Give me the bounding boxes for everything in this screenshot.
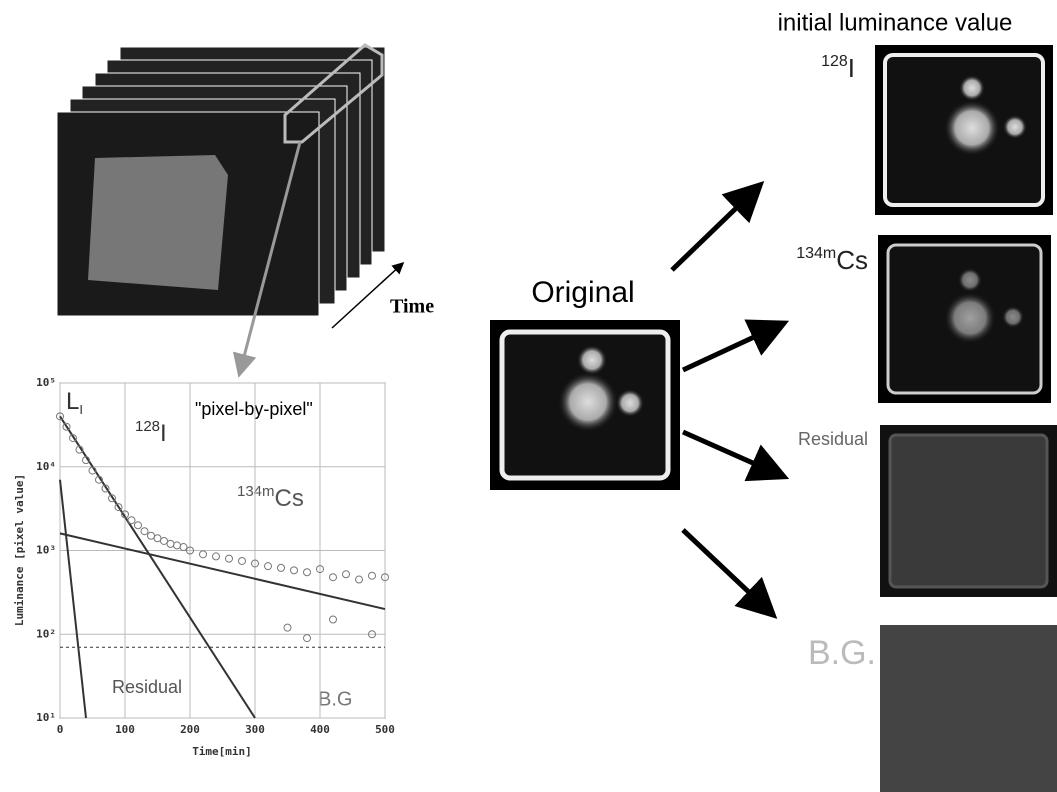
- time-label: Time: [390, 296, 434, 318]
- data-point: [174, 542, 181, 549]
- y-tick-label: 10²: [36, 627, 56, 640]
- data-point: [226, 555, 233, 562]
- data-point: [278, 564, 285, 571]
- page: {"chart_data": {"type": "scatter", "xlab…: [0, 0, 1057, 792]
- method-label: "pixel-by-pixel": [195, 399, 313, 419]
- output-label: B.G.: [808, 634, 876, 672]
- data-point: [161, 537, 168, 544]
- data-point: [128, 517, 135, 524]
- figure: Time Original initial luminance value 12…: [0, 0, 1057, 792]
- sup: 128: [135, 418, 160, 435]
- x-axis-label: Time[min]: [192, 745, 252, 758]
- data-point: [141, 528, 148, 535]
- data-point: [356, 576, 363, 583]
- y-axis-label: Luminance [pixel value]: [13, 474, 26, 626]
- data-point: [291, 567, 298, 574]
- data-point: [284, 624, 291, 631]
- data-point: [239, 557, 246, 564]
- x-tick-label: 0: [57, 723, 64, 736]
- data-point: [200, 551, 207, 558]
- sup: 134m: [796, 245, 836, 262]
- sup: 128: [821, 53, 848, 70]
- data-point: [154, 535, 161, 542]
- main: Cs: [275, 485, 304, 512]
- data-point: [369, 572, 376, 579]
- data-point: [265, 563, 272, 570]
- output-images: [875, 45, 1057, 792]
- output-label: 128I: [821, 53, 855, 83]
- data-point: [167, 540, 174, 547]
- cs-label: 134mCs: [237, 483, 304, 512]
- frame-stack: [57, 45, 402, 372]
- original-label: Original: [531, 276, 634, 309]
- y-tick-label: 10³: [36, 544, 56, 557]
- x-tick-label: 200: [180, 723, 200, 736]
- output-label: Residual: [798, 429, 868, 449]
- main: Cs: [836, 245, 868, 275]
- residual-label: Residual: [112, 677, 182, 697]
- y-tick-label: 10⁵: [36, 376, 56, 389]
- fit-line: [60, 480, 86, 718]
- y-tick-label: 10⁴: [36, 460, 56, 473]
- i128-label: 128I: [135, 418, 167, 447]
- x-tick-label: 500: [375, 723, 395, 736]
- x-tick-label: 100: [115, 723, 135, 736]
- l-label: LI: [66, 388, 83, 417]
- main: I: [848, 53, 855, 83]
- data-point: [330, 574, 337, 581]
- sup: 134m: [237, 483, 275, 500]
- data-point: [148, 532, 155, 539]
- bg-label: B.G: [318, 688, 352, 710]
- data-point: [343, 571, 350, 578]
- chart: Time[min] Luminance [pixel value] LI "pi…: [13, 376, 395, 758]
- output-label: 134mCs: [796, 245, 868, 275]
- original-image: [490, 320, 680, 490]
- l-sub: I: [79, 402, 83, 417]
- data-point: [304, 635, 311, 642]
- l: L: [66, 388, 79, 415]
- data-point: [213, 553, 220, 560]
- data-point: [135, 522, 142, 529]
- main: I: [160, 420, 167, 447]
- x-tick-label: 400: [310, 723, 330, 736]
- initial-label: initial luminance value: [778, 9, 1013, 36]
- y-tick-label: 10¹: [36, 711, 56, 724]
- x-tick-label: 300: [245, 723, 265, 736]
- fit-line: [60, 533, 385, 609]
- data-point: [180, 544, 187, 551]
- data-point: [330, 616, 337, 623]
- arrows: [672, 188, 780, 612]
- data-point: [304, 569, 311, 576]
